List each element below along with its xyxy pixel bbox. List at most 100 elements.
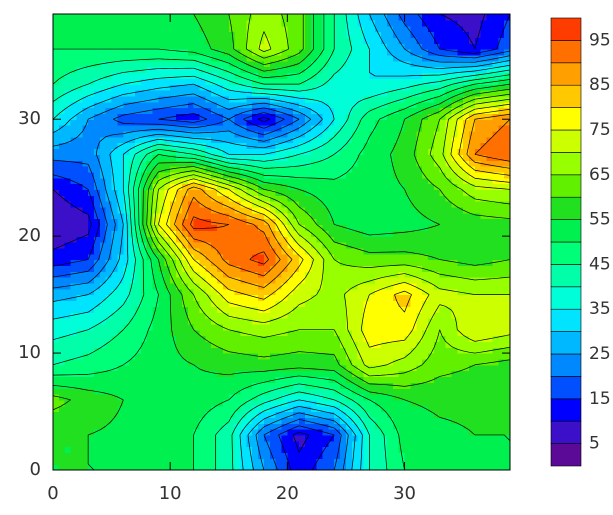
contour-cell xyxy=(164,154,171,161)
contour-cell xyxy=(76,160,83,167)
contour-cell xyxy=(468,119,476,126)
contour-cell xyxy=(498,277,505,284)
contour-cell xyxy=(152,195,160,202)
contour-cell xyxy=(416,423,423,430)
contour-cell xyxy=(334,358,341,366)
contour-cell xyxy=(357,370,365,378)
contour-cell xyxy=(474,347,482,354)
contour-cell xyxy=(146,417,154,424)
contour-cell xyxy=(439,312,447,319)
contour-cell xyxy=(217,353,224,360)
contour-cell xyxy=(205,224,212,231)
contour-cell xyxy=(187,411,195,418)
contour-cell xyxy=(410,423,417,430)
contour-cell xyxy=(492,318,499,325)
contour-cell xyxy=(164,382,171,389)
contour-cell xyxy=(211,358,218,366)
contour-cell xyxy=(463,440,470,448)
contour-cell xyxy=(99,212,107,220)
contour-cell xyxy=(468,388,476,395)
contour-cell xyxy=(70,189,78,196)
contour-cell xyxy=(170,464,177,471)
contour-cell xyxy=(117,218,124,226)
contour-cell xyxy=(211,95,218,103)
contour-cell xyxy=(76,195,83,202)
contour-cell xyxy=(187,125,195,132)
contour-cell xyxy=(410,353,417,360)
contour-cell xyxy=(287,364,294,372)
contour-cell xyxy=(322,136,329,144)
contour-cell xyxy=(486,130,494,138)
contour-cell xyxy=(205,388,212,395)
contour-cell xyxy=(275,388,283,395)
contour-cell xyxy=(410,230,417,237)
contour-cell xyxy=(480,130,488,138)
contour-cell xyxy=(451,201,458,208)
contour-cell xyxy=(328,458,335,465)
contour-cell xyxy=(263,101,271,109)
contour-cell xyxy=(158,265,165,272)
contour-cell xyxy=(416,446,423,454)
contour-cell xyxy=(392,136,400,144)
contour-cell xyxy=(369,423,376,430)
contour-cell xyxy=(287,358,294,366)
contour-cell xyxy=(181,230,189,237)
contour-cell xyxy=(76,323,83,331)
contour-cell xyxy=(439,154,447,161)
contour-cell xyxy=(375,329,382,337)
contour-cell xyxy=(140,288,148,296)
contour-cell xyxy=(492,154,499,161)
contour-cell xyxy=(486,166,494,173)
contour-cell xyxy=(328,335,335,342)
contour-cell xyxy=(334,201,341,208)
contour-cell xyxy=(316,306,324,313)
contour-cell xyxy=(357,329,365,337)
contour-cell xyxy=(433,271,441,278)
contour-cell xyxy=(269,394,277,401)
contour-cell xyxy=(392,177,400,185)
contour-cell xyxy=(340,282,347,290)
contour-cell xyxy=(375,230,382,237)
contour-cell xyxy=(158,347,165,354)
contour-cell xyxy=(263,294,271,302)
contour-cell xyxy=(135,230,142,237)
contour-cell xyxy=(480,382,488,389)
contour-cell xyxy=(293,464,300,471)
contour-cell xyxy=(340,394,347,401)
contour-cell xyxy=(439,405,447,413)
contour-cell xyxy=(369,364,376,372)
contour-cell xyxy=(240,166,247,173)
contour-cell xyxy=(199,464,206,471)
contour-cell xyxy=(117,148,124,155)
contour-cell xyxy=(181,405,189,413)
contour-cell xyxy=(398,440,406,448)
contour-cell xyxy=(351,113,359,120)
contour-cell xyxy=(422,318,429,325)
contour-cell xyxy=(64,212,72,220)
contour-cell xyxy=(281,300,288,307)
contour-cell xyxy=(211,236,218,243)
contour-cell xyxy=(240,160,247,167)
contour-cell xyxy=(304,434,312,442)
contour-cell xyxy=(299,154,306,161)
contour-cell xyxy=(486,405,494,413)
contour-cell xyxy=(263,230,271,237)
contour-cell xyxy=(480,277,488,284)
contour-cell xyxy=(252,101,259,109)
contour-cell xyxy=(70,125,78,132)
contour-cell xyxy=(64,306,72,313)
contour-cell xyxy=(140,177,148,185)
contour-cell xyxy=(70,440,78,448)
contour-cell xyxy=(205,434,212,442)
contour-cell xyxy=(345,382,353,389)
contour-cell xyxy=(369,318,376,325)
contour-cell xyxy=(433,429,441,436)
contour-cell xyxy=(299,201,306,208)
contour-cell xyxy=(433,323,441,331)
contour-cell xyxy=(164,364,171,372)
contour-cell xyxy=(88,288,95,296)
contour-cell xyxy=(211,394,218,401)
contour-cell xyxy=(164,247,171,255)
contour-cell xyxy=(252,154,259,161)
contour-cell xyxy=(316,171,324,179)
